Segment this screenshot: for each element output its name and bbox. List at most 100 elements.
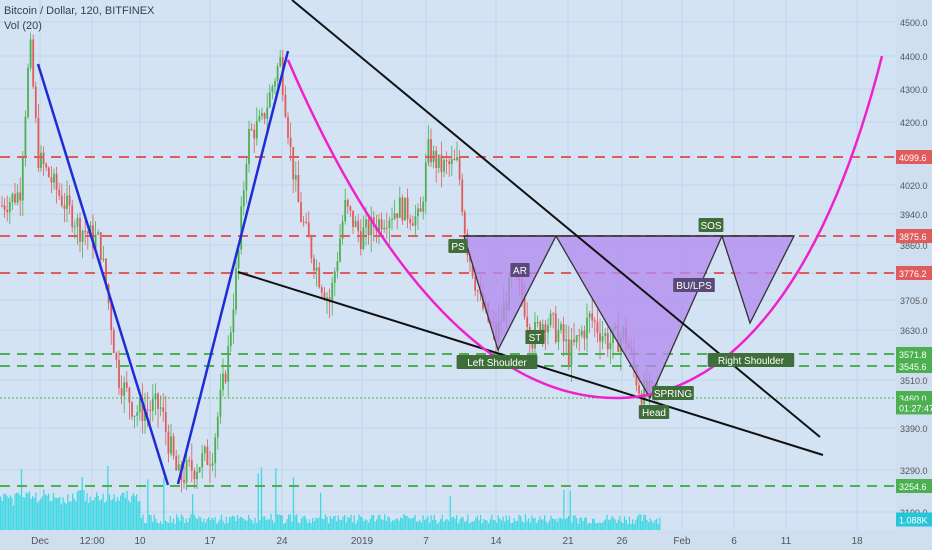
volume-bar (656, 518, 658, 530)
volume-bar (348, 518, 351, 530)
volume-bar (35, 492, 37, 530)
candle-body (417, 208, 419, 217)
candle-body (177, 464, 180, 471)
candle-body (591, 313, 594, 321)
volume-bar (638, 514, 640, 530)
volume-bar (644, 515, 647, 530)
annotation-label[interactable]: SOS (698, 218, 724, 232)
volume-bar (652, 523, 655, 530)
candle-body (333, 271, 336, 283)
annotation-label[interactable]: ST (525, 330, 545, 344)
volume-bar (195, 517, 197, 530)
volume-bar (478, 520, 480, 530)
volume-bar (302, 516, 304, 530)
volume-bar (225, 516, 227, 530)
volume-bar (390, 521, 392, 530)
volume-bar (233, 516, 235, 530)
volume-bar (340, 520, 343, 530)
candle-body (112, 330, 115, 354)
volume-bar (156, 522, 159, 530)
volume-bar (470, 522, 472, 530)
volume-bar (110, 500, 112, 530)
candle-body (599, 332, 601, 342)
volume-bar (24, 497, 26, 530)
candle-body (609, 343, 612, 350)
volume-bar (339, 519, 341, 530)
volume-bar (76, 491, 79, 530)
candle-body (53, 173, 55, 183)
x-tick-label: 11 (781, 536, 792, 547)
volume-bar (152, 521, 154, 530)
volume-bar (123, 492, 125, 530)
volume-bar (267, 519, 269, 530)
annotation-label[interactable]: Left Shoulder (456, 355, 538, 369)
candle-body (380, 219, 383, 230)
candle-body (326, 297, 328, 300)
volume-bar (576, 518, 578, 530)
blue-trendline-down[interactable] (36, 63, 170, 486)
volume-bar (540, 519, 543, 530)
candle-body (638, 385, 640, 394)
volume-bar (376, 519, 378, 530)
volume-bar (403, 514, 405, 530)
annotation-label[interactable]: PS (448, 239, 468, 253)
volume-bar (465, 520, 467, 530)
volume-bar (139, 500, 141, 530)
annotation-label[interactable]: SPRING (652, 386, 694, 400)
candle-body (146, 409, 149, 411)
candle-body (562, 324, 565, 342)
volume-bar (91, 500, 93, 530)
candle-body (352, 210, 354, 227)
candle-body (331, 282, 334, 303)
annotation-label[interactable]: AR (510, 263, 530, 277)
candle-body (242, 190, 245, 207)
candle-body (196, 471, 198, 480)
volume-bar (326, 517, 328, 530)
volume-bar (537, 520, 539, 530)
volume-bar (441, 514, 443, 530)
volume-bar (582, 520, 584, 530)
y-tick-label: 4200.0 (900, 118, 928, 128)
candle-body (396, 213, 399, 218)
rounding-bottom-curve[interactable] (286, 55, 884, 400)
volume-bar (460, 517, 463, 530)
volume-bar (120, 495, 122, 530)
volume-bar (185, 518, 187, 530)
volume-bar (264, 516, 266, 530)
annotation-label[interactable]: Right Shoulder (707, 353, 795, 367)
volume-bar (126, 491, 128, 530)
candle-body (453, 158, 456, 161)
volume-bar (177, 517, 179, 530)
volume-bar (280, 515, 282, 530)
volume-bar (467, 514, 469, 530)
annotation-label[interactable]: BU/LPS (673, 278, 715, 292)
volume-bar (657, 523, 659, 530)
volume-bar (283, 523, 285, 530)
volume-bar (324, 514, 327, 530)
volume-bar (603, 520, 605, 530)
volume-bar (529, 522, 531, 530)
volume-bar (624, 516, 626, 530)
volume-bar (561, 519, 563, 530)
annotation-label[interactable]: Head (638, 405, 670, 419)
volume-bar (459, 519, 461, 530)
volume-bar (270, 514, 272, 530)
volume-bar (208, 517, 210, 530)
volume-bar (356, 520, 359, 530)
candle-body (552, 313, 555, 315)
candle-body (94, 234, 97, 249)
candle-body (307, 222, 310, 238)
candle-body (580, 330, 583, 336)
volume-bar (70, 501, 72, 530)
volume-bar (632, 519, 634, 530)
volume-bar (200, 517, 202, 530)
blue-trendline-up[interactable] (176, 50, 290, 485)
volume-indicator-label: Vol (20) (4, 20, 42, 32)
volume-bar (396, 518, 399, 530)
candle-body (458, 157, 461, 180)
candle-body (612, 328, 614, 344)
annotation-bg (510, 263, 530, 277)
volume-bar (553, 519, 555, 530)
